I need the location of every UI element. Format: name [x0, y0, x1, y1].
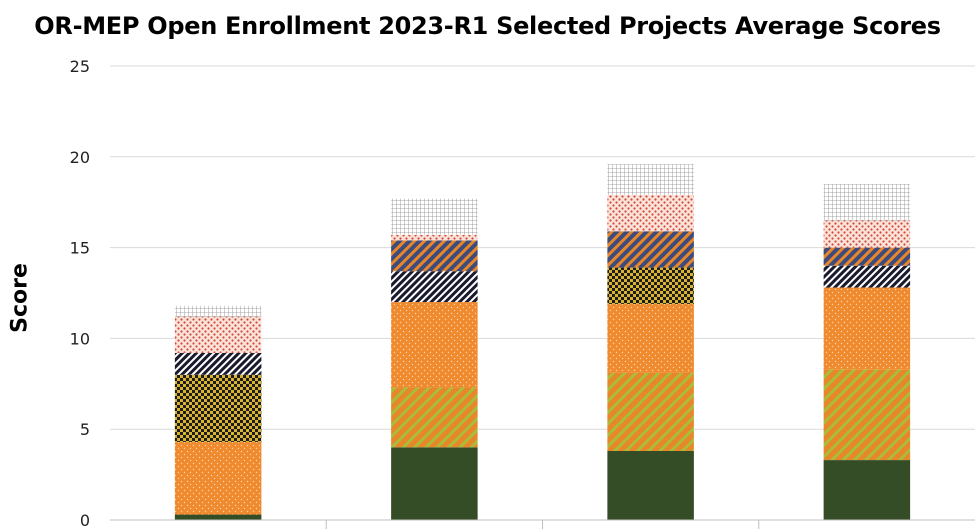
bar-segment-4-2 [823, 369, 911, 461]
bar-segment-2-3 [391, 302, 478, 388]
bar-segment-4-8 [823, 184, 911, 221]
bar-segment-2-2 [391, 387, 478, 448]
y-tick-label: 25 [70, 57, 90, 76]
bar-segment-3-1 [607, 450, 694, 520]
bar-segment-2-1 [391, 447, 478, 520]
bar-segment-1-4 [174, 374, 262, 442]
y-tick-label: 10 [70, 329, 90, 348]
bar-segment-3-8 [607, 164, 694, 195]
y-tick-label: 15 [70, 239, 90, 258]
bar-segment-4-7 [823, 220, 911, 248]
bar-segment-2-8 [391, 198, 478, 235]
y-tick-label: 20 [70, 148, 90, 167]
bar-segment-1-8 [174, 305, 262, 317]
chart-title: OR-MEP Open Enrollment 2023-R1 Selected … [34, 12, 941, 40]
y-tick-label: 5 [80, 420, 90, 439]
y-tick-label: 0 [80, 511, 90, 529]
bar-segment-2-7 [391, 234, 478, 241]
bar-segment-2-5 [391, 271, 478, 303]
bar-segment-3-3 [607, 303, 694, 373]
bar-segment-4-1 [823, 460, 911, 520]
bar-segment-1-5 [174, 352, 262, 375]
bar-segment-3-7 [607, 194, 694, 232]
bar-segment-4-6 [823, 247, 911, 266]
bar-segment-4-3 [823, 287, 911, 370]
bar-segment-1-1 [174, 514, 262, 520]
bar-segment-3-4 [607, 267, 694, 304]
bar-segment-1-7 [174, 316, 262, 353]
bar-segment-3-6 [607, 231, 694, 268]
bar-segment-1-3 [174, 441, 262, 515]
bar-segment-2-6 [391, 240, 478, 272]
bar-segment-3-2 [607, 372, 694, 451]
bar-segment-4-5 [823, 265, 911, 288]
